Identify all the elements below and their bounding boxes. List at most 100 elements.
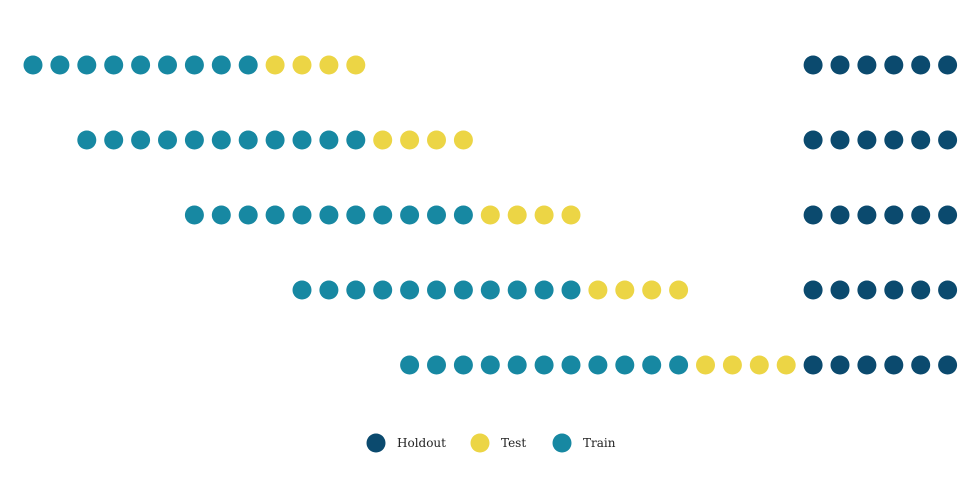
- holdout-dot: [911, 205, 931, 225]
- train-dot: [373, 205, 393, 225]
- train-dot: [104, 55, 124, 75]
- holdout-dot: [803, 205, 823, 225]
- fold-rows: [23, 55, 958, 375]
- holdout-dot: [830, 205, 850, 225]
- train-dot: [131, 55, 151, 75]
- holdout-dot: [884, 55, 904, 75]
- test-dot: [696, 355, 715, 375]
- legend-label-train: Train: [583, 436, 616, 450]
- test-dot: [561, 205, 581, 225]
- train-dot: [427, 280, 446, 300]
- holdout-dot: [884, 280, 904, 300]
- test-dot: [507, 205, 527, 225]
- train-dot: [158, 55, 177, 75]
- test-dot: [669, 280, 689, 300]
- train-dot: [184, 130, 204, 150]
- test-dot: [615, 280, 635, 300]
- train-dot: [292, 130, 312, 150]
- train-dot: [158, 130, 177, 150]
- test-dot: [722, 355, 742, 375]
- train-dot: [211, 55, 231, 75]
- train-dot: [453, 280, 473, 300]
- holdout-dot: [830, 55, 850, 75]
- test-dot: [292, 55, 312, 75]
- train-dot: [588, 355, 608, 375]
- train-dot: [453, 205, 473, 225]
- holdout-dot: [830, 355, 850, 375]
- legend-swatch-holdout: [366, 433, 386, 453]
- fold-row-3: [184, 205, 958, 225]
- legend-item-test: Test: [470, 433, 526, 453]
- holdout-dot: [803, 130, 823, 150]
- holdout-dot: [938, 280, 958, 300]
- legend-item-holdout: Holdout: [366, 433, 446, 453]
- test-dot: [749, 355, 769, 375]
- test-dot: [373, 130, 393, 150]
- train-dot: [23, 55, 43, 75]
- holdout-dot: [911, 280, 931, 300]
- holdout-dot: [884, 130, 904, 150]
- holdout-dot: [938, 355, 958, 375]
- holdout-dot: [857, 205, 877, 225]
- holdout-dot: [911, 55, 931, 75]
- holdout-dot: [911, 355, 931, 375]
- train-dot: [400, 355, 420, 375]
- train-dot: [427, 205, 446, 225]
- train-dot: [319, 130, 339, 150]
- train-dot: [184, 205, 204, 225]
- train-dot: [211, 205, 231, 225]
- train-dot: [292, 280, 312, 300]
- train-dot: [400, 205, 420, 225]
- legend-swatch-train: [552, 433, 572, 453]
- train-dot: [319, 205, 339, 225]
- train-dot: [104, 130, 124, 150]
- holdout-dot: [884, 355, 904, 375]
- test-dot: [776, 355, 796, 375]
- test-dot: [319, 55, 339, 75]
- train-dot: [534, 280, 554, 300]
- holdout-dot: [830, 280, 850, 300]
- holdout-dot: [857, 355, 877, 375]
- train-dot: [346, 205, 366, 225]
- holdout-dot: [803, 55, 823, 75]
- holdout-dot: [830, 130, 850, 150]
- train-dot: [480, 280, 500, 300]
- holdout-dot: [857, 280, 877, 300]
- test-dot: [534, 205, 554, 225]
- train-dot: [534, 355, 554, 375]
- train-dot: [77, 130, 97, 150]
- holdout-dot: [803, 280, 823, 300]
- train-dot: [50, 55, 70, 75]
- train-dot: [615, 355, 635, 375]
- legend-label-test: Test: [501, 436, 526, 450]
- test-dot: [453, 130, 473, 150]
- train-dot: [319, 280, 339, 300]
- holdout-dot: [938, 55, 958, 75]
- train-dot: [211, 130, 231, 150]
- train-dot: [373, 280, 393, 300]
- train-dot: [400, 280, 420, 300]
- train-dot: [453, 355, 473, 375]
- test-dot: [427, 130, 446, 150]
- train-dot: [184, 55, 204, 75]
- holdout-dot: [857, 55, 877, 75]
- holdout-dot: [938, 205, 958, 225]
- holdout-dot: [857, 130, 877, 150]
- train-dot: [427, 355, 446, 375]
- test-dot: [265, 55, 285, 75]
- train-dot: [346, 280, 366, 300]
- test-dot: [642, 280, 662, 300]
- train-dot: [507, 355, 527, 375]
- holdout-dot: [911, 130, 931, 150]
- train-dot: [346, 130, 366, 150]
- train-dot: [561, 280, 581, 300]
- holdout-dot: [803, 355, 823, 375]
- holdout-dot: [884, 205, 904, 225]
- legend: Holdout Test Train: [366, 433, 616, 453]
- legend-swatch-test: [470, 433, 490, 453]
- train-dot: [669, 355, 689, 375]
- holdout-dot: [938, 130, 958, 150]
- train-dot: [561, 355, 581, 375]
- train-dot: [265, 130, 285, 150]
